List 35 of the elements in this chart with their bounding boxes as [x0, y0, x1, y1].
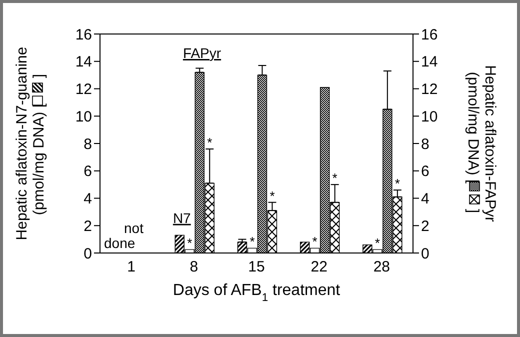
y-tick-label: 14 — [75, 54, 92, 71]
y-tick-label: 2 — [84, 218, 92, 235]
y2-tick-label: 4 — [421, 190, 430, 208]
y2-tick-label: 2 — [421, 218, 430, 235]
data-label: * — [374, 236, 380, 251]
y2-tick-label: 8 — [421, 136, 430, 153]
y-tick-label: 8 — [84, 136, 92, 153]
y2-tick-label: 0 — [421, 245, 430, 262]
data-label: * — [312, 234, 318, 250]
y2-tick-label: 14 — [421, 54, 438, 71]
x-tick-label: 1 — [127, 258, 136, 276]
y-tick-label: 6 — [84, 163, 92, 180]
x-tick-label: 28 — [373, 258, 390, 276]
y-tick-label: 16 — [75, 26, 92, 44]
x-tick-label: 22 — [310, 258, 328, 276]
y2-tick-label: 16 — [421, 26, 438, 44]
data-label: * — [187, 236, 192, 251]
y2-tick-label: 12 — [421, 81, 438, 98]
annotation: not done — [104, 220, 144, 251]
data-label: * — [270, 188, 275, 204]
data-label: * — [332, 170, 338, 186]
y-tick-label: 0 — [84, 245, 92, 262]
data-label: * — [394, 176, 400, 192]
y2-tick-label: 10 — [421, 108, 438, 126]
annotation: FAPyr — [182, 45, 222, 61]
y-tick-label: 4 — [84, 190, 92, 208]
y2-tick-label: 6 — [421, 163, 430, 180]
data-label: * — [207, 134, 212, 150]
y-tick-label: 12 — [75, 81, 92, 98]
y-tick-label: 10 — [75, 108, 92, 126]
x-axis-title: Days of AFB$_{1}$ treatment — [172, 282, 341, 304]
x-tick-label: 8 — [190, 258, 198, 276]
x-tick-label: 15 — [248, 258, 265, 276]
annotation: N7 — [172, 210, 192, 226]
data-label: * — [250, 234, 255, 250]
